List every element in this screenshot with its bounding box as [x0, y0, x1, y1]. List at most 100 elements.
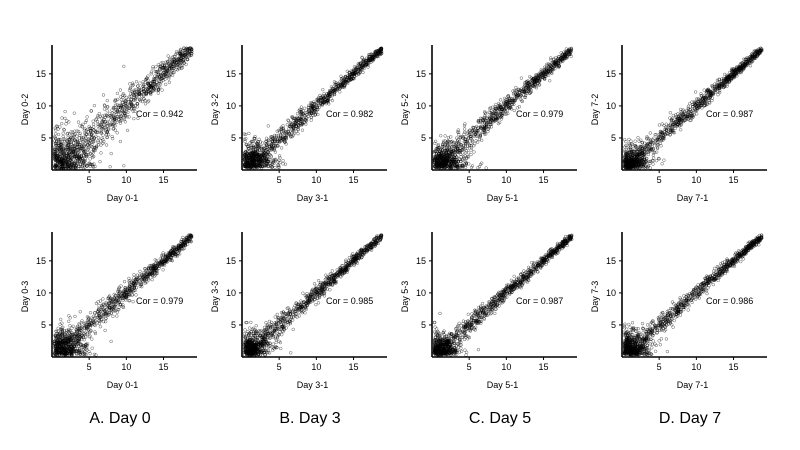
data-point [101, 141, 105, 146]
data-point [648, 131, 652, 135]
data-point [118, 105, 123, 110]
data-point [99, 131, 104, 135]
data-point [75, 129, 79, 133]
data-point [155, 70, 159, 74]
data-point [185, 47, 190, 51]
data-point [102, 140, 106, 144]
data-point [53, 153, 58, 158]
data-point [443, 134, 447, 138]
data-point [462, 124, 467, 128]
data-point [73, 160, 77, 164]
data-point [60, 116, 64, 120]
data-point [58, 154, 62, 158]
data-point [264, 136, 269, 140]
data-point [113, 108, 118, 112]
data-point [92, 140, 96, 144]
data-point [80, 136, 84, 140]
data-point [101, 138, 105, 142]
data-point [146, 100, 150, 104]
data-point [66, 156, 71, 160]
data-point [274, 133, 279, 138]
data-point [113, 98, 117, 102]
data-point [133, 104, 138, 108]
data-point [65, 132, 69, 136]
data-point [273, 165, 277, 170]
data-point [55, 153, 59, 158]
data-point [71, 130, 75, 134]
data-point [119, 95, 123, 99]
data-point [108, 165, 112, 169]
data-point [126, 110, 130, 114]
data-point [462, 130, 467, 134]
data-point [161, 72, 165, 76]
data-point [104, 122, 108, 126]
data-point [94, 146, 99, 150]
data-point [99, 151, 103, 155]
data-point [100, 114, 105, 118]
data-point [98, 125, 102, 129]
data-point [278, 156, 282, 160]
data-point [472, 150, 476, 154]
data-point [143, 80, 147, 85]
data-point [69, 140, 73, 145]
data-point [72, 111, 76, 115]
data-point [123, 101, 128, 106]
data-point [127, 106, 132, 111]
x-tick-label: 10 [311, 175, 321, 185]
data-point [93, 130, 98, 134]
data-point [172, 60, 177, 64]
data-point [111, 136, 115, 141]
data-point [123, 120, 127, 124]
data-point [137, 92, 142, 96]
data-point [138, 99, 143, 103]
data-point [131, 103, 135, 108]
data-point [58, 125, 62, 129]
data-point [131, 109, 135, 113]
data-point [107, 126, 111, 131]
data-point [104, 132, 109, 137]
data-point [56, 132, 61, 137]
data-point [122, 164, 126, 168]
data-point [657, 123, 662, 127]
data-point [78, 133, 82, 137]
data-point [84, 138, 88, 143]
data-point [115, 114, 119, 119]
data-point [73, 154, 77, 158]
data-point [122, 64, 126, 69]
data-point [60, 121, 64, 126]
data-point [498, 98, 503, 102]
data-point [122, 116, 126, 120]
data-point [119, 114, 123, 118]
data-point [55, 148, 59, 152]
data-point [60, 142, 64, 146]
data-point [67, 153, 71, 157]
x-axis-title: Day 5-1 [487, 193, 519, 203]
data-point [182, 46, 186, 50]
data-point [115, 131, 119, 135]
data-point [66, 157, 70, 162]
data-point [127, 115, 131, 119]
data-point [122, 117, 127, 122]
data-point [115, 108, 119, 112]
data-point [159, 61, 163, 65]
data-point [179, 47, 183, 52]
data-point [132, 116, 136, 121]
data-point [134, 90, 139, 94]
data-point [110, 122, 114, 126]
data-point [185, 57, 189, 62]
data-point [69, 165, 73, 170]
data-point [131, 83, 135, 88]
data-point [662, 158, 666, 162]
data-point [53, 148, 57, 152]
data-point [79, 164, 83, 169]
data-point [183, 54, 187, 58]
data-point [554, 55, 558, 60]
data-point [144, 92, 148, 96]
data-point [62, 127, 66, 132]
data-point [169, 70, 174, 75]
data-point [153, 82, 157, 87]
data-point [108, 118, 113, 122]
data-point [633, 139, 637, 143]
data-point [152, 79, 156, 83]
